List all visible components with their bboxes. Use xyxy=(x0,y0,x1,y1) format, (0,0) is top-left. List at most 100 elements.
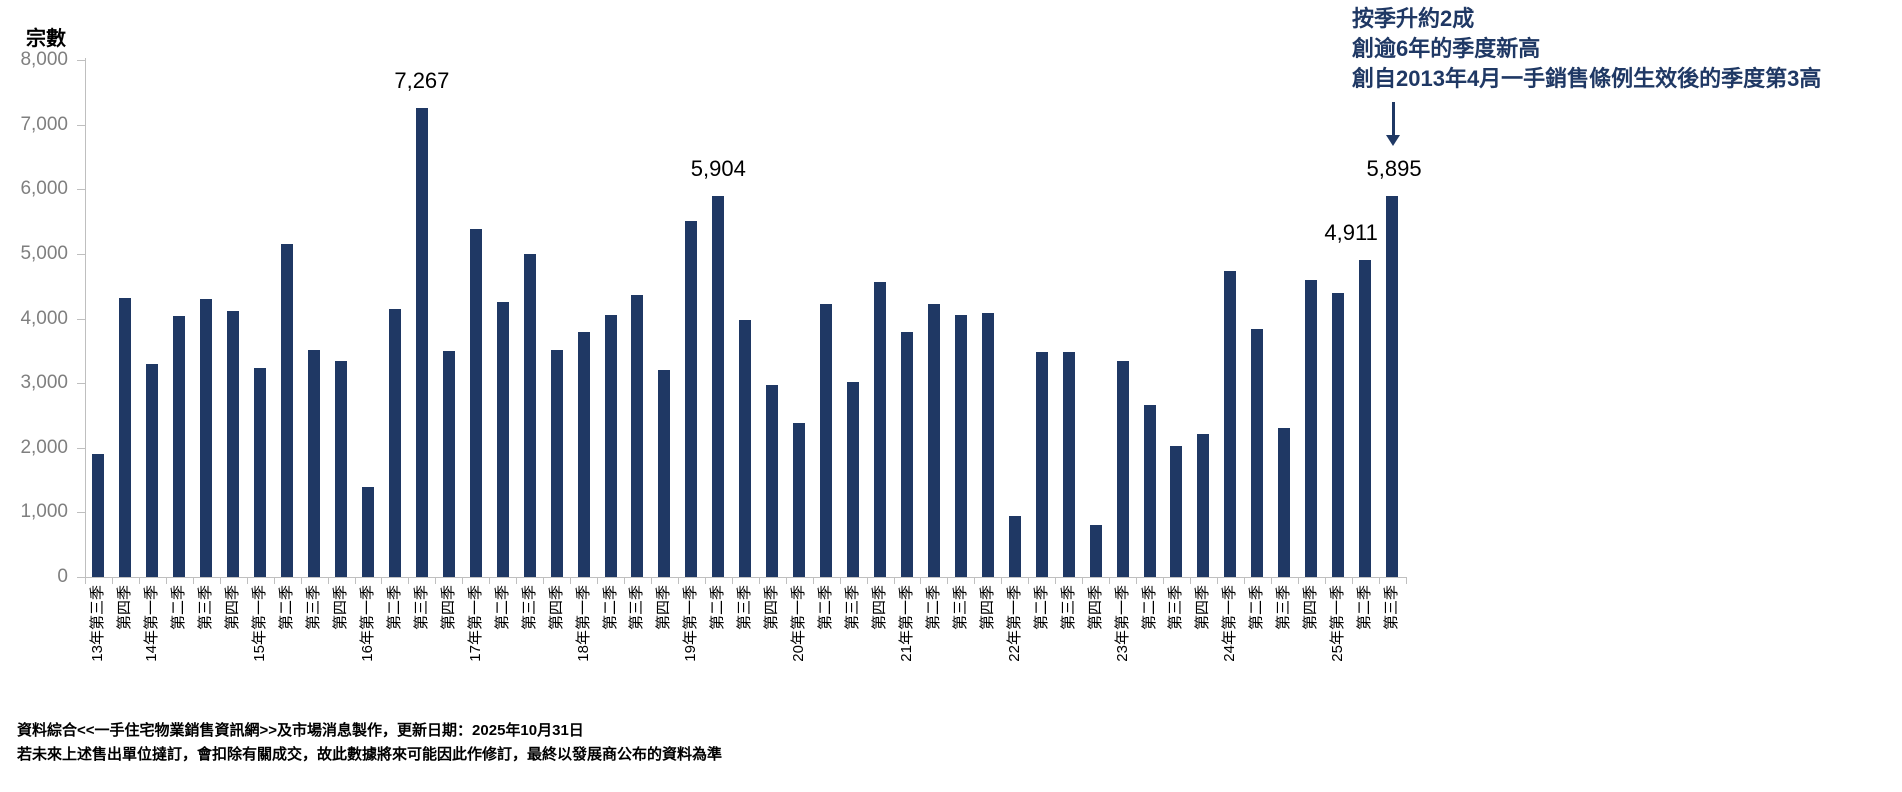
y-tick-mark xyxy=(77,189,85,191)
x-tick-mark xyxy=(85,578,86,584)
bar xyxy=(523,254,536,577)
x-tick-mark xyxy=(947,578,949,584)
x-tick-mark xyxy=(1378,578,1380,584)
x-tick-label: 第四季 xyxy=(763,585,781,631)
bar xyxy=(900,331,913,577)
x-tick-mark xyxy=(354,578,356,584)
x-tick-label: 第二季 xyxy=(817,585,835,631)
x-tick-label: 16年第一季 xyxy=(358,585,376,662)
bar xyxy=(550,349,563,577)
x-tick-label: 第四季 xyxy=(1194,585,1212,631)
x-tick-mark xyxy=(219,578,221,584)
x-tick-label: 第四季 xyxy=(116,585,134,631)
bar xyxy=(254,368,267,577)
x-tick-label: 15年第一季 xyxy=(251,585,269,662)
bar xyxy=(173,316,186,577)
callout-line-3: 創自2013年4月一手銷售條例生效後的季度第3高 xyxy=(1352,66,1822,91)
data-label: 7,267 xyxy=(394,67,450,93)
arrow-head xyxy=(1386,135,1400,146)
x-tick-mark xyxy=(1082,578,1084,584)
x-tick-label: 第二季 xyxy=(924,585,942,631)
bar xyxy=(361,486,374,577)
bar xyxy=(1332,293,1345,577)
x-tick-label: 20年第一季 xyxy=(790,585,808,662)
x-tick-mark xyxy=(192,578,194,584)
y-tick-label: 7,000 xyxy=(20,113,68,135)
y-tick-mark xyxy=(77,60,85,62)
x-tick-label: 第三季 xyxy=(1383,585,1401,631)
bar xyxy=(227,311,240,577)
x-tick-mark xyxy=(138,578,140,584)
x-tick-mark xyxy=(165,578,167,584)
bar xyxy=(308,349,321,577)
bar xyxy=(927,303,940,577)
x-tick-mark xyxy=(920,578,922,584)
x-tick-mark xyxy=(1270,578,1272,584)
x-tick-mark xyxy=(1216,578,1218,584)
bar xyxy=(1008,516,1021,577)
x-tick-label: 第二季 xyxy=(278,585,296,631)
x-tick-mark xyxy=(516,578,518,584)
x-tick-label: 第二季 xyxy=(1248,585,1266,631)
x-tick-mark xyxy=(785,578,787,584)
down-arrow-icon xyxy=(1386,102,1400,146)
x-tick-label: 24年第一季 xyxy=(1221,585,1239,662)
x-tick-mark xyxy=(650,578,652,584)
x-tick-label: 第四季 xyxy=(871,585,889,631)
bar xyxy=(146,364,159,577)
x-tick-mark xyxy=(1324,578,1326,584)
x-tick-mark xyxy=(1163,578,1164,584)
x-tick-label: 第三季 xyxy=(1059,585,1077,631)
y-axis-line xyxy=(85,58,86,577)
bar xyxy=(281,243,294,577)
bar xyxy=(1035,351,1048,577)
data-label: 4,911 xyxy=(1324,219,1378,245)
y-tick-mark xyxy=(77,383,85,385)
x-tick-label: 第四季 xyxy=(547,585,565,631)
x-tick-label: 第二季 xyxy=(1356,585,1374,631)
bar xyxy=(604,314,617,577)
bar xyxy=(766,385,779,577)
bar xyxy=(820,304,833,577)
source-note: 資料綜合<<一手住宅物業銷售資訊網>>及市場消息製作，更新日期：2025年10月… xyxy=(17,719,722,767)
x-tick-label: 第二季 xyxy=(709,585,727,631)
bar xyxy=(1278,428,1291,577)
x-tick-label: 第四季 xyxy=(978,585,996,631)
bar xyxy=(793,422,806,577)
bar xyxy=(388,308,401,577)
x-tick-mark xyxy=(408,578,410,584)
bar xyxy=(442,350,455,577)
x-tick-label: 18年第一季 xyxy=(574,585,592,662)
bar xyxy=(119,297,132,577)
x-tick-label: 第三季 xyxy=(1167,585,1185,631)
x-tick-label: 第三季 xyxy=(520,585,538,631)
callout-line-2: 創逾6年的季度新高 xyxy=(1352,36,1541,61)
disclaimer-line: 若未來上述售出單位撻訂，會扣除有關成交，故此數據將來可能因此作修訂，最終以發展商… xyxy=(17,746,723,763)
x-tick-label: 第四季 xyxy=(224,585,242,631)
bar xyxy=(1386,196,1399,577)
x-tick-mark xyxy=(677,578,679,584)
x-tick-label: 17年第一季 xyxy=(466,585,484,662)
x-tick-label: 13年第三季 xyxy=(89,585,107,662)
y-tick-mark xyxy=(77,577,85,578)
x-tick-label: 22年第一季 xyxy=(1005,585,1023,662)
x-tick-label: 第四季 xyxy=(1302,585,1320,631)
x-tick-label: 23年第一季 xyxy=(1113,585,1131,662)
bar xyxy=(1062,351,1075,577)
x-tick-label: 第二季 xyxy=(493,585,511,631)
x-tick-mark xyxy=(1028,578,1030,584)
x-axis-line xyxy=(85,577,1407,578)
x-tick-mark xyxy=(111,578,113,584)
x-tick-mark xyxy=(893,578,895,584)
x-tick-label: 第三季 xyxy=(628,585,646,631)
bar xyxy=(658,370,671,577)
x-tick-mark xyxy=(866,578,868,584)
x-tick-label: 第二季 xyxy=(385,585,403,631)
y-tick-mark xyxy=(77,447,85,449)
bar xyxy=(1116,360,1129,577)
bar xyxy=(847,381,860,577)
arrow-shaft xyxy=(1391,102,1395,136)
x-tick-label: 第二季 xyxy=(170,585,188,631)
x-tick-mark xyxy=(1109,578,1111,584)
source-line: 資料綜合<<一手住宅物業銷售資訊網>>及市場消息製作，更新日期：2025年10月… xyxy=(17,722,584,739)
